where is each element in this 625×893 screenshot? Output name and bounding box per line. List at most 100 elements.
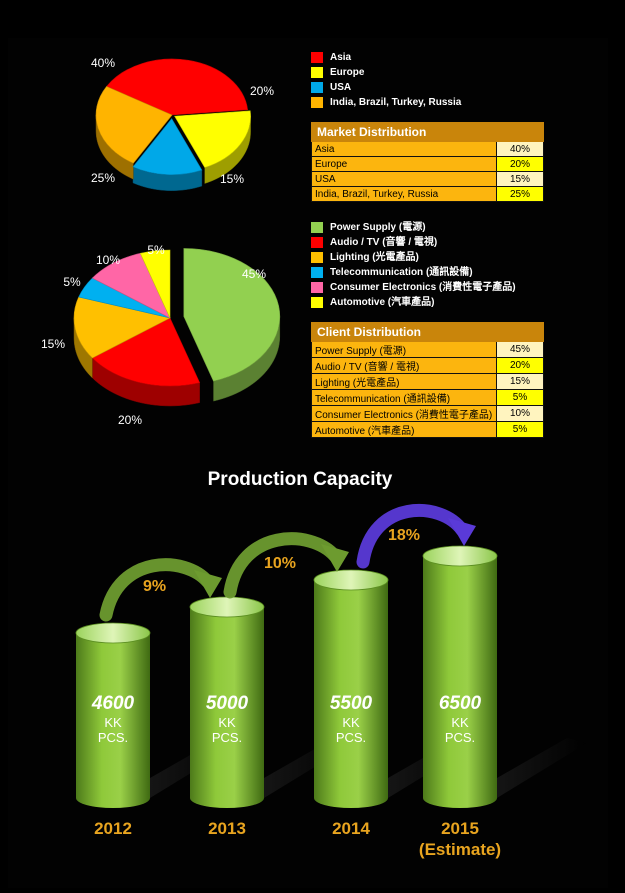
- pie-percent-label: 45%: [242, 267, 266, 281]
- bar-body: [190, 607, 264, 808]
- year-label-2012: 2012: [94, 819, 132, 838]
- bar-body: [423, 556, 497, 808]
- table-cell-value: 45%: [496, 341, 544, 358]
- cylinder-label-2012: 4600 KK PCS.: [76, 693, 150, 745]
- table-cell-value: 25%: [496, 186, 544, 202]
- bar-top: [75, 622, 151, 644]
- pie-slice: [73, 296, 171, 359]
- year-label-2013: 2013: [208, 819, 246, 838]
- legend-label: USA: [330, 82, 352, 93]
- legend-label: Lighting (光電產品): [330, 252, 419, 263]
- market-distribution-table: Market Distribution Asia 40% Europe 20% US…: [311, 122, 544, 202]
- growth-arrow-1: [99, 558, 222, 622]
- table-row: Asia 40%: [311, 141, 544, 157]
- table-header: Market Distribution: [311, 122, 544, 142]
- legend-label: India, Brazil, Turkey, Russia: [330, 97, 462, 108]
- pie-percent-label: 5%: [147, 243, 165, 257]
- pie-slice: [91, 317, 201, 387]
- pie-percent-label: 15%: [41, 337, 65, 351]
- table-cell-value: 5%: [496, 389, 544, 406]
- pie-slice: [174, 110, 251, 168]
- table-cell-value: 15%: [496, 373, 544, 390]
- table-row: Automotive (汽車產品) 5%: [311, 421, 544, 438]
- legend-swatch: [311, 267, 323, 278]
- legend-label: Power Supply (電源): [330, 222, 426, 233]
- value-label: 6500: [438, 693, 482, 714]
- unit-label: PCS.: [97, 730, 129, 745]
- unit-label: KK: [342, 715, 360, 730]
- value-label: 5500: [329, 693, 373, 714]
- table-row: India, Brazil, Turkey, Russia 25%: [311, 186, 544, 202]
- client-pie: 45% 20% 15% 5% 10% 5%: [41, 243, 281, 427]
- table-cell-name: Consumer Electronics (消費性電子產品): [311, 405, 497, 422]
- bar-top: [313, 569, 389, 591]
- table-cell-name: Asia: [311, 141, 497, 157]
- table-cell-name: Lighting (光電產品): [311, 373, 497, 390]
- legend-swatch: [311, 52, 323, 63]
- legend-swatch: [311, 97, 323, 108]
- pie-percent-label: 25%: [91, 171, 115, 185]
- pie-slice: [95, 86, 173, 164]
- bar-body: [314, 580, 388, 808]
- legend-label: Europe: [330, 67, 365, 78]
- growth-arrow-2: [223, 532, 349, 599]
- bar-top: [422, 545, 498, 567]
- legend-label: Audio / TV (音響 / 電視): [330, 237, 438, 248]
- production-bars: [75, 504, 587, 808]
- value-label: 4600: [91, 693, 135, 714]
- legend-label: Asia: [330, 52, 352, 63]
- pie-slice: [106, 58, 249, 116]
- table-row: Telecommunication (通訊設備) 5%: [311, 389, 544, 406]
- pie-slice: [183, 248, 281, 382]
- table-row: Power Supply (電源) 45%: [311, 341, 544, 358]
- unit-label: PCS.: [335, 730, 367, 745]
- year-label-2015: 2015 (Estimate): [405, 818, 515, 860]
- unit-label: KK: [104, 715, 122, 730]
- table-header: Client Distribution: [311, 322, 544, 342]
- legend-label: Telecommunication (通訊設備): [330, 267, 473, 278]
- bar-top: [189, 596, 265, 618]
- table-row: USA 15%: [311, 171, 544, 187]
- table-cell-name: Telecommunication (通訊設備): [311, 389, 497, 406]
- table-cell-value: 10%: [496, 405, 544, 422]
- legend-swatch: [311, 282, 323, 293]
- pie-percent-label: 20%: [250, 84, 274, 98]
- pie-percent-label: 40%: [91, 56, 115, 70]
- legend-swatch: [311, 82, 323, 93]
- bar-body: [76, 633, 150, 808]
- table-cell-value: 40%: [496, 141, 544, 157]
- growth-label-3: 18%: [388, 527, 421, 544]
- table-cell-name: Audio / TV (音響 / 電視): [311, 357, 497, 374]
- table-cell-value: 5%: [496, 421, 544, 438]
- growth-label-2: 10%: [264, 555, 297, 572]
- table-row: Lighting (光電產品) 15%: [311, 373, 544, 390]
- pie-percent-label: 15%: [220, 172, 244, 186]
- pie-slice: [132, 118, 203, 175]
- table-cell-value: 20%: [496, 156, 544, 172]
- year-label-2014: 2014: [332, 819, 370, 838]
- legend-swatch: [311, 237, 323, 248]
- cylinder-label-2013: 5000 KK PCS.: [190, 693, 264, 745]
- legend-swatch: [311, 252, 323, 263]
- table-cell-name: Europe: [311, 156, 497, 172]
- table-cell-value: 15%: [496, 171, 544, 187]
- table-row: Europe 20%: [311, 156, 544, 172]
- table-row: Audio / TV (音響 / 電視) 20%: [311, 357, 544, 374]
- growth-label-1: 9%: [143, 578, 167, 595]
- client-distribution-table: Client Distribution Power Supply (電源) 45%…: [311, 322, 544, 438]
- market-pie: 40% 20% 15% 25%: [91, 56, 274, 191]
- legend-swatch: [311, 67, 323, 78]
- pie-percent-label: 5%: [63, 275, 81, 289]
- legend-label: Consumer Electronics (消費性電子產品): [330, 282, 516, 293]
- production-title: Production Capacity: [207, 469, 393, 490]
- year-note: (Estimate): [418, 840, 502, 859]
- table-cell-name: Automotive (汽車產品): [311, 421, 497, 438]
- table-row: Consumer Electronics (消費性電子產品) 10%: [311, 405, 544, 422]
- growth-arrow-3: [356, 504, 476, 569]
- pie-slice: [139, 249, 171, 319]
- legend-swatch: [311, 222, 323, 233]
- cylinder-label-2014: 5500 KK PCS.: [314, 693, 388, 745]
- cylinder-label-2015: 6500 KK PCS.: [423, 693, 497, 745]
- pie-percent-label: 20%: [118, 413, 142, 427]
